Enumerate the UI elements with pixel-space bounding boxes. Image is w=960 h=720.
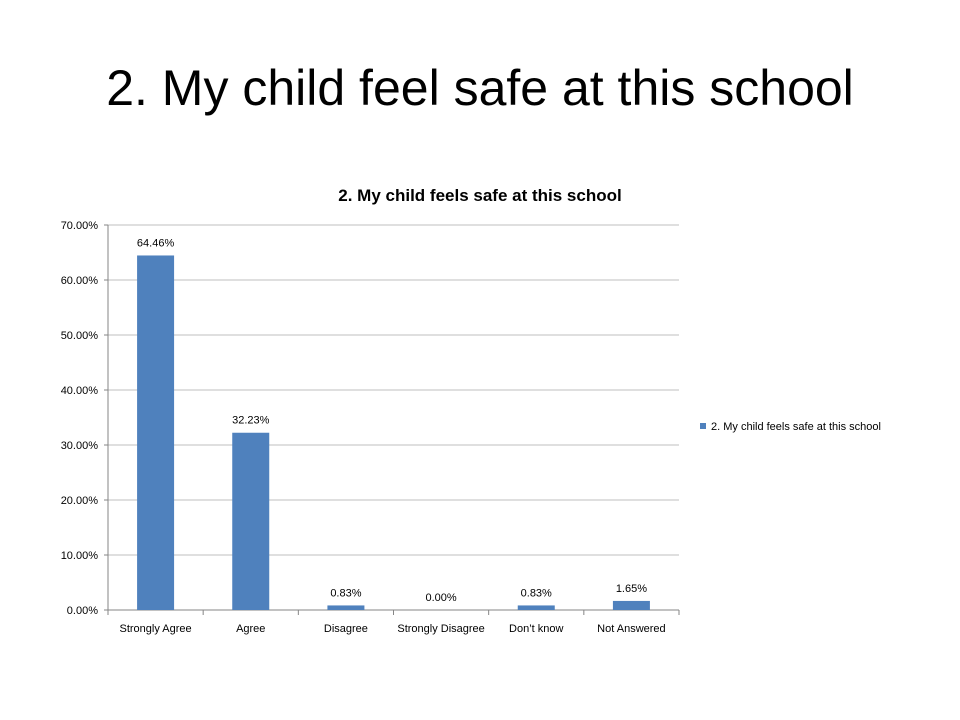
data-label: 0.83%: [521, 587, 552, 599]
data-label: 64.46%: [137, 237, 175, 249]
bar: [612, 600, 650, 610]
axes: 0.00% 10.00% 20.00% 30.00% 40.00% 50.00% 60.00…: [61, 220, 680, 635]
gridlines: [108, 224, 679, 556]
data-label: 1.65%: [616, 583, 647, 595]
x-tick-label: Don’t know: [509, 623, 563, 635]
legend-label: 2. My child feels safe at this school: [711, 421, 881, 433]
data-label: 0.83%: [330, 587, 361, 599]
bar: [232, 432, 270, 610]
y-tick-label: 30.00%: [61, 440, 99, 452]
y-tick-label: 10.00%: [61, 550, 99, 562]
chart-title: 2. My child feels safe at this school: [338, 186, 621, 205]
x-tick-label: Agree: [236, 623, 265, 635]
x-tick-label: Strongly Agree: [120, 623, 192, 635]
y-tick-label: 20.00%: [61, 495, 99, 507]
y-tick-label: 40.00%: [61, 385, 99, 397]
legend-swatch: [700, 423, 706, 429]
bars: [137, 255, 650, 610]
legend: 2. My child feels safe at this school: [700, 421, 881, 433]
y-tick-label: 70.00%: [61, 220, 99, 232]
y-tick-label: 60.00%: [61, 275, 99, 287]
bar: [137, 255, 175, 610]
y-tick-label: 0.00%: [67, 605, 98, 617]
data-labels: 64.46% 32.23% 0.83% 0.00% 0.83% 1.65%: [137, 237, 647, 604]
x-tick-label: Strongly Disagree: [397, 623, 484, 635]
data-label: 32.23%: [232, 415, 270, 427]
data-label: 0.00%: [425, 592, 456, 604]
x-tick-label: Not Answered: [597, 623, 665, 635]
bar: [517, 605, 555, 610]
slide-title: 2. My child feel safe at this school: [106, 60, 854, 116]
bar: [327, 605, 365, 610]
x-tick-label: Disagree: [324, 623, 368, 635]
y-tick-label: 50.00%: [61, 330, 99, 342]
